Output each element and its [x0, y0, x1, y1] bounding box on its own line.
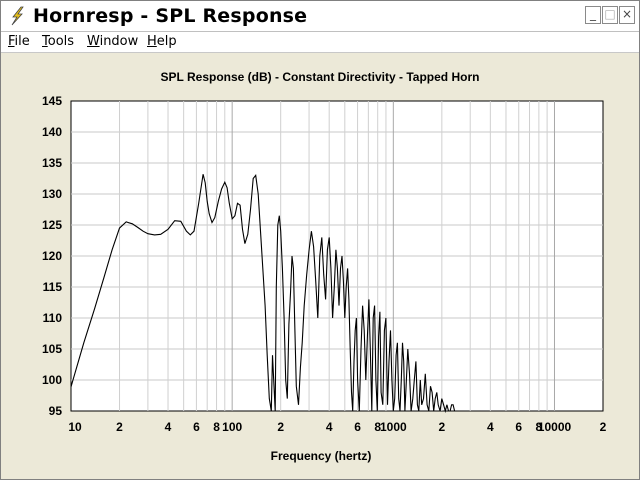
x-tick-label: 4: [165, 420, 172, 434]
y-tick-label: 105: [42, 342, 62, 356]
y-tick-labels: 95 100 105 110 115 120 125 130 135 140 145: [42, 94, 62, 418]
menu-bar: File Tools Window Help: [1, 32, 639, 53]
x-tick-label: 6: [354, 420, 361, 434]
menu-tools[interactable]: Tools: [42, 34, 75, 49]
x-tick-label: 4: [326, 420, 333, 434]
menu-window[interactable]: Window: [87, 34, 139, 49]
maximize-button[interactable]: □: [602, 6, 618, 24]
close-button[interactable]: ×: [619, 6, 635, 24]
spl-series-line: [70, 174, 456, 414]
x-tick-label: 2: [600, 420, 607, 434]
chart-title: SPL Response (dB) - Constant Directivity…: [161, 70, 480, 84]
x-axis-label: Frequency (hertz): [271, 449, 372, 463]
x-tick-label: 8: [213, 420, 220, 434]
x-tick-label: 10: [68, 420, 82, 434]
y-tick-label: 120: [42, 249, 62, 263]
window-title: Hornresp - SPL Response: [33, 5, 308, 27]
x-tick-label: 2: [438, 420, 445, 434]
y-tick-label: 145: [42, 94, 62, 108]
x-tick-label: 100: [222, 420, 242, 434]
x-tick-label: 10000: [538, 420, 572, 434]
x-tick-label: 4: [487, 420, 494, 434]
spl-chart: SPL Response (dB) - Constant Directivity…: [42, 70, 607, 463]
menu-file[interactable]: File: [8, 34, 30, 49]
x-tick-label: 6: [515, 420, 522, 434]
menu-help[interactable]: Help: [147, 34, 177, 49]
y-tick-label: 125: [42, 218, 62, 232]
y-tick-label: 140: [42, 125, 62, 139]
y-tick-label: 130: [42, 187, 62, 201]
lightning-bolt-icon: [11, 6, 24, 26]
x-tick-label: 1000: [380, 420, 407, 434]
y-tick-label: 95: [49, 404, 63, 418]
title-bar[interactable]: Hornresp - SPL Response _ □ ×: [1, 1, 639, 32]
minimize-button[interactable]: _: [585, 6, 601, 24]
y-tick-label: 100: [42, 373, 62, 387]
y-tick-label: 110: [43, 311, 63, 325]
y-tick-label: 115: [43, 280, 63, 294]
grid-lines: [71, 101, 603, 411]
x-tick-label: 8: [374, 420, 381, 434]
x-tick-label: 2: [277, 420, 284, 434]
x-tick-label: 8: [536, 420, 543, 434]
x-tick-label: 6: [193, 420, 200, 434]
x-tick-label: 2: [116, 420, 123, 434]
y-tick-label: 135: [42, 156, 62, 170]
chart-panel: SPL Response (dB) - Constant Directivity…: [1, 53, 639, 479]
